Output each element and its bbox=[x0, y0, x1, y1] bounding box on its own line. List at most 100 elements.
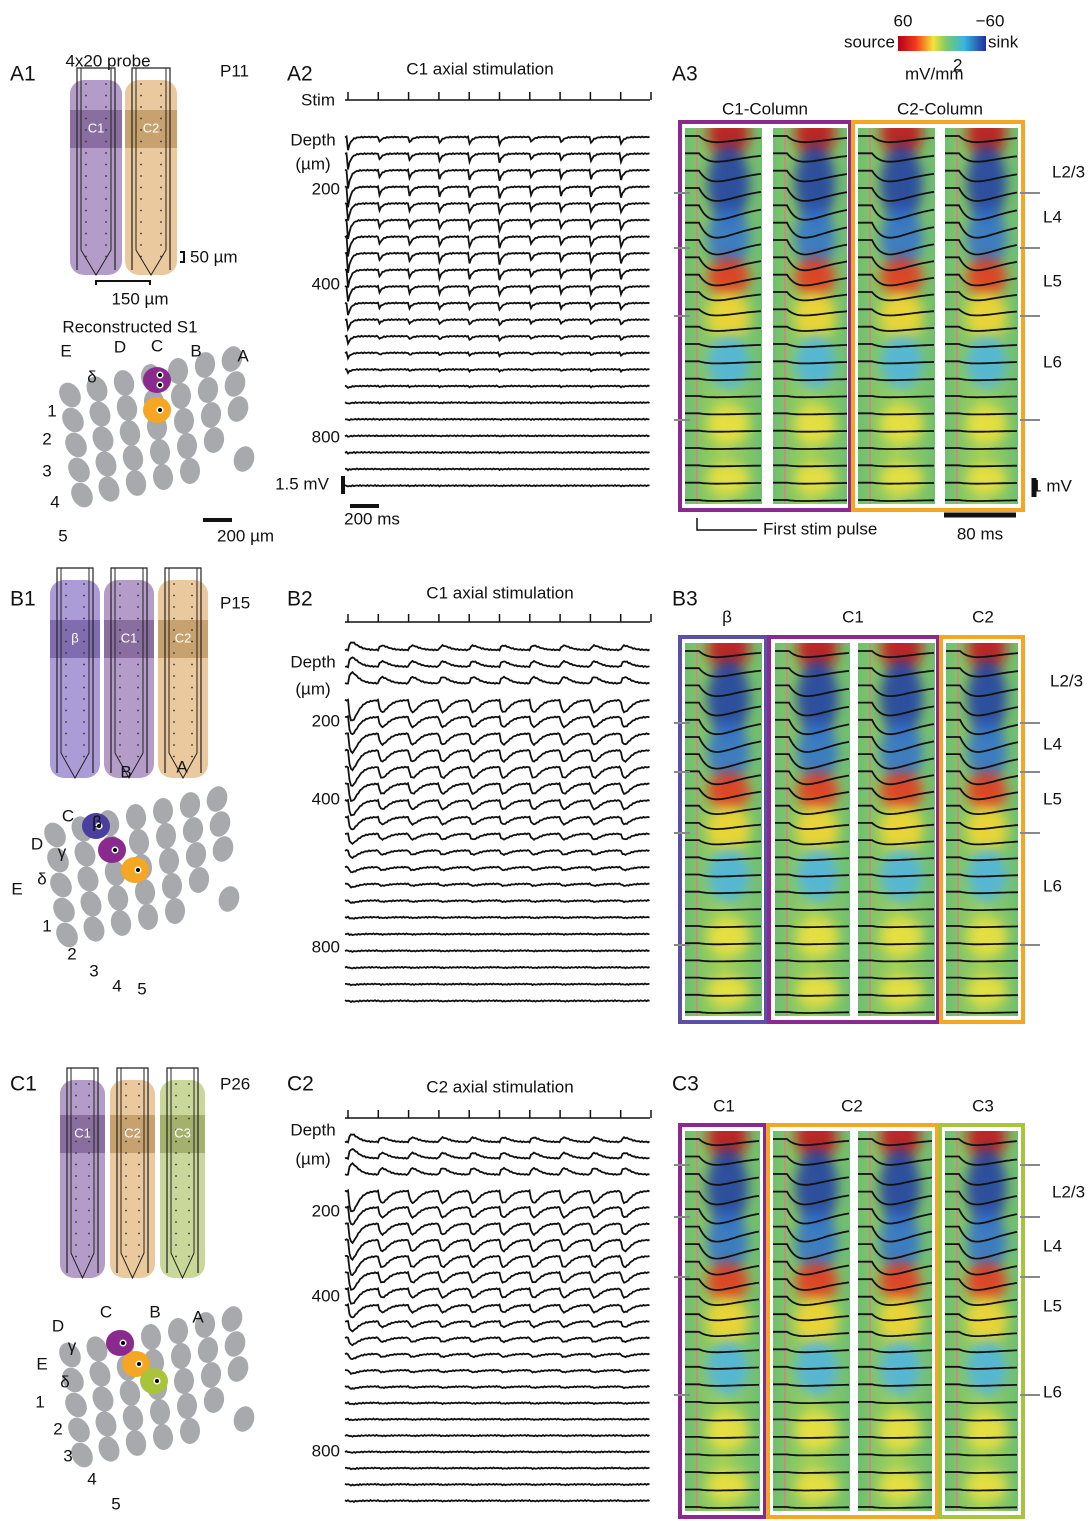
probe-site bbox=[188, 1152, 190, 1154]
probe-site bbox=[191, 710, 193, 712]
probe-site bbox=[119, 744, 121, 746]
barrel bbox=[120, 443, 146, 473]
probe-site bbox=[175, 1187, 177, 1189]
probe-site bbox=[88, 1198, 90, 1200]
column-label: C3 bbox=[174, 1125, 191, 1140]
probe-site bbox=[173, 744, 175, 746]
csd-blob bbox=[797, 976, 839, 1007]
probe-site bbox=[138, 1164, 140, 1166]
csd-map bbox=[858, 1113, 932, 1511]
csd-blob bbox=[967, 772, 1007, 811]
probe-site bbox=[105, 129, 107, 131]
probe-site bbox=[175, 1095, 177, 1097]
layer-label: L2/3 bbox=[1052, 162, 1085, 181]
csd-trace bbox=[858, 1490, 932, 1491]
probe-site bbox=[75, 1256, 77, 1258]
depth-label: (µm) bbox=[295, 1149, 330, 1168]
csd-column-label: C1 bbox=[713, 1096, 735, 1115]
probe-site bbox=[138, 1244, 140, 1246]
lfp-trace bbox=[345, 1468, 650, 1470]
probe-site bbox=[191, 641, 193, 643]
barrel bbox=[89, 1383, 117, 1415]
probe-site bbox=[125, 1164, 127, 1166]
probe-site bbox=[137, 641, 139, 643]
probe-site bbox=[160, 221, 162, 223]
csd-layer bbox=[946, 625, 1018, 1016]
probe-site bbox=[140, 210, 142, 212]
csd-trace bbox=[945, 500, 1017, 501]
stim-label: Stim bbox=[301, 90, 335, 109]
probe-site bbox=[119, 583, 121, 585]
barrel bbox=[221, 369, 248, 400]
probe-site bbox=[105, 221, 107, 223]
csd-trace bbox=[773, 465, 847, 466]
probe-site bbox=[65, 756, 67, 758]
scale-label: 150 µm bbox=[111, 289, 168, 308]
probe-site bbox=[125, 1256, 127, 1258]
probe-site bbox=[188, 1210, 190, 1212]
probe-site bbox=[88, 1152, 90, 1154]
csd-trace bbox=[775, 960, 849, 961]
probe-dot-core bbox=[136, 868, 140, 872]
probe-site bbox=[119, 664, 121, 666]
lfp-trace bbox=[345, 352, 650, 358]
probe-site bbox=[83, 756, 85, 758]
probe-site bbox=[173, 756, 175, 758]
probe-site bbox=[191, 652, 193, 654]
probe-site bbox=[137, 629, 139, 631]
probe-site bbox=[85, 164, 87, 166]
probe-site bbox=[88, 1095, 90, 1097]
probe-site bbox=[188, 1187, 190, 1189]
csd-blob bbox=[879, 1262, 920, 1301]
row-label: 2 bbox=[67, 944, 76, 963]
probe-site bbox=[125, 1095, 127, 1097]
arc-label: A bbox=[192, 1307, 204, 1326]
barrel bbox=[67, 479, 97, 512]
greek-label: δ bbox=[37, 869, 46, 888]
barrel bbox=[230, 444, 257, 475]
column-label: C2 bbox=[175, 630, 192, 645]
lfp-trace bbox=[345, 1402, 650, 1404]
barrel bbox=[224, 1354, 251, 1385]
lfp-trace bbox=[345, 783, 650, 801]
probe-site bbox=[85, 244, 87, 246]
csd-trace bbox=[945, 1507, 1017, 1508]
probe-site bbox=[75, 1095, 77, 1097]
probe-site bbox=[65, 744, 67, 746]
barrel bbox=[123, 468, 149, 498]
lfp-trace bbox=[345, 1435, 650, 1437]
probe-site bbox=[188, 1083, 190, 1085]
probe-site bbox=[188, 1164, 190, 1166]
barrel bbox=[178, 790, 202, 819]
barrel bbox=[202, 425, 226, 454]
probe-site bbox=[137, 756, 139, 758]
csd-blob bbox=[707, 405, 750, 444]
barrel bbox=[86, 1358, 114, 1390]
lfp-trace bbox=[345, 657, 650, 667]
probe-site bbox=[75, 1221, 77, 1223]
csd-trace bbox=[945, 483, 1017, 484]
arc-label: B bbox=[190, 341, 201, 360]
probe-site bbox=[125, 1152, 127, 1154]
row-label: 5 bbox=[111, 1494, 120, 1513]
probe-site bbox=[125, 1233, 127, 1235]
lfp-trace bbox=[345, 833, 650, 844]
csd-map bbox=[945, 110, 1018, 504]
probe-site bbox=[160, 198, 162, 200]
layer-label: L4 bbox=[1043, 734, 1062, 753]
probe-site bbox=[140, 256, 142, 258]
barrel bbox=[196, 375, 220, 404]
layer-label: L2/3 bbox=[1050, 671, 1083, 690]
csd-blob bbox=[707, 1262, 749, 1301]
lfp-trace bbox=[345, 883, 650, 887]
probe-site bbox=[173, 675, 175, 677]
csd-column-label: C2 bbox=[841, 1096, 863, 1115]
probe-site bbox=[160, 106, 162, 108]
probe-site bbox=[88, 1221, 90, 1223]
csd-layer bbox=[858, 1113, 932, 1511]
arc-label: C bbox=[62, 806, 74, 825]
csd-column-label: C3 bbox=[972, 1096, 994, 1115]
depth-tick: 200 bbox=[312, 1201, 340, 1220]
lfp-trace bbox=[345, 967, 650, 969]
probe-site bbox=[75, 1118, 77, 1120]
